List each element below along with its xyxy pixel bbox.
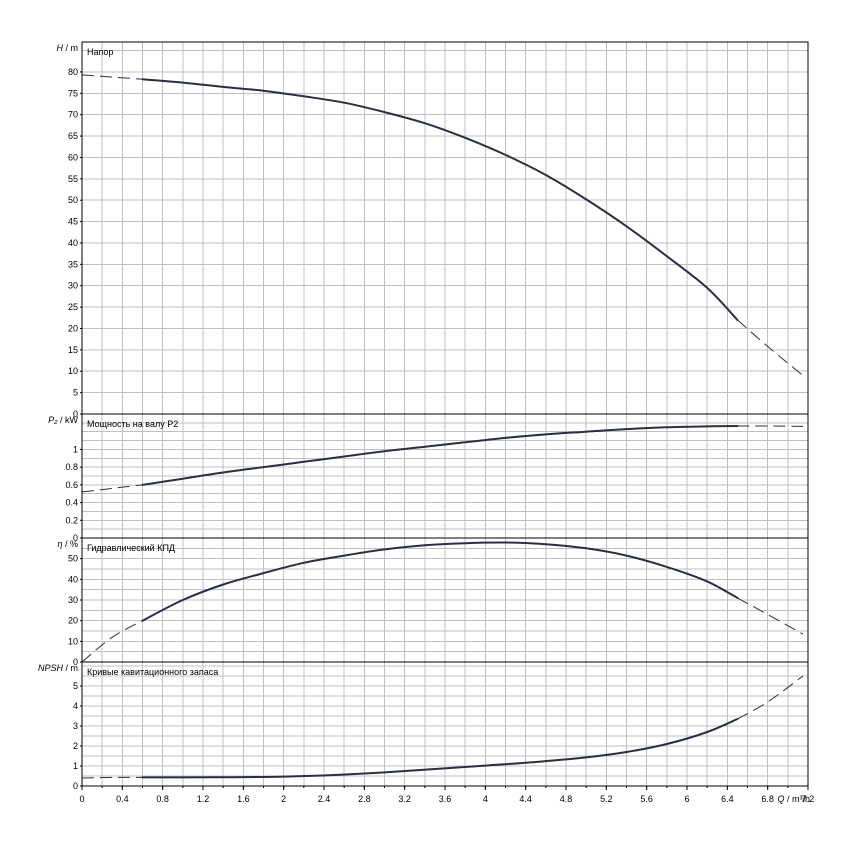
npsh-y-tick-label: 3 (73, 721, 78, 731)
head-curve-dashed-start (81, 74, 143, 80)
head-y-tick-label: 40 (68, 238, 78, 248)
curve-layer (81, 74, 804, 779)
npsh-curve-dashed-start (81, 776, 143, 779)
power-y-tick-label: 0.8 (65, 462, 78, 472)
head-panel-title: Напор (87, 47, 113, 57)
power-y-axis-symbol: P₂ (48, 415, 58, 425)
power-y-tick-label: 0.4 (65, 498, 78, 508)
head-y-tick-label: 55 (68, 174, 78, 184)
head-y-tick-label: 5 (73, 388, 78, 398)
x-tick-label: 0.4 (116, 794, 129, 804)
head-y-tick-label: 45 (68, 217, 78, 227)
x-axis-label: Q / m³/h (777, 794, 810, 804)
x-tick-label: 0.8 (156, 794, 169, 804)
head-y-tick-label: 15 (68, 345, 78, 355)
x-tick-label: 0 (79, 794, 84, 804)
power-panel-title: Мощность на валу P2 (87, 419, 178, 429)
head-curve-dashed-end (737, 319, 804, 376)
power-y-tick-label: 1 (73, 444, 78, 454)
x-tick-label: 6.8 (761, 794, 774, 804)
power-curve-dashed-start (81, 484, 143, 493)
head-y-tick-label: 80 (68, 67, 78, 77)
efficiency-y-tick-label: 20 (68, 616, 78, 626)
head-y-tick-label: 35 (68, 259, 78, 269)
x-tick-label: 1.2 (197, 794, 210, 804)
npsh-y-tick-label: 2 (73, 741, 78, 751)
efficiency-curve-dashed-end (737, 597, 804, 635)
x-tick-label: 5.2 (600, 794, 613, 804)
efficiency-y-axis-label: η / % (57, 539, 78, 549)
x-tick-label: 3.2 (398, 794, 411, 804)
efficiency-y-tick-label: 0 (73, 657, 78, 667)
npsh-y-axis-symbol: NPSH (38, 663, 64, 673)
efficiency-y-axis-unit: / % (62, 539, 78, 549)
power-y-axis-label: P₂ / kW (48, 415, 78, 425)
frame-layer (80, 41, 809, 790)
x-tick-label: 2.8 (358, 794, 371, 804)
head-y-tick-label: 20 (68, 323, 78, 333)
head-curve-solid (141, 78, 739, 321)
head-y-tick-label: 10 (68, 366, 78, 376)
x-tick-label: 7.2 (802, 794, 815, 804)
efficiency-curve-solid (141, 541, 739, 622)
power-y-axis-unit: / kW (58, 415, 79, 425)
head-y-axis-unit: / m (63, 43, 78, 53)
npsh-y-axis-label: NPSH / m (38, 663, 78, 673)
efficiency-panel-title: Гидравлический КПД (87, 543, 175, 553)
head-y-tick-label: 0 (73, 409, 78, 419)
npsh-y-tick-label: 4 (73, 701, 78, 711)
head-y-tick-label: 30 (68, 281, 78, 291)
head-y-axis-symbol: H (57, 43, 64, 53)
x-tick-label: 2 (281, 794, 286, 804)
npsh-y-tick-label: 0 (73, 781, 78, 791)
efficiency-y-tick-label: 10 (68, 636, 78, 646)
efficiency-y-tick-label: 40 (68, 574, 78, 584)
x-tick-label: 4 (483, 794, 488, 804)
head-y-axis-label: H / m (57, 43, 79, 53)
x-tick-label: 5.6 (640, 794, 653, 804)
x-axis-unit: / m³/h (784, 794, 810, 804)
head-y-tick-label: 65 (68, 131, 78, 141)
efficiency-y-tick-label: 30 (68, 595, 78, 605)
head-y-tick-label: 25 (68, 302, 78, 312)
npsh-y-tick-label: 5 (73, 681, 78, 691)
npsh-panel-title: Кривые кавитационного запаса (87, 667, 218, 677)
efficiency-y-tick-label: 50 (68, 554, 78, 564)
power-curve-solid (141, 425, 739, 486)
x-tick-label: 3.6 (439, 794, 452, 804)
npsh-curve-solid (141, 718, 739, 779)
head-y-tick-label: 60 (68, 152, 78, 162)
efficiency-curve-dashed-start (81, 620, 143, 663)
x-tick-label: 4.4 (519, 794, 532, 804)
npsh-y-axis-unit: / m (63, 663, 78, 673)
power-y-tick-label: 0.2 (65, 515, 78, 525)
x-tick-label: 1.6 (237, 794, 250, 804)
power-y-tick-label: 0 (73, 533, 78, 543)
npsh-curve-dashed-end (737, 675, 804, 720)
x-tick-label: 6.4 (721, 794, 734, 804)
x-tick-label: 4.8 (560, 794, 573, 804)
head-y-tick-label: 75 (68, 88, 78, 98)
x-axis-symbol: Q (777, 794, 784, 804)
x-tick-label: 6 (684, 794, 689, 804)
x-tick-label: 2.4 (318, 794, 331, 804)
npsh-y-tick-label: 1 (73, 761, 78, 771)
head-y-tick-label: 50 (68, 195, 78, 205)
power-y-tick-label: 0.6 (65, 480, 78, 490)
head-y-tick-label: 70 (68, 110, 78, 120)
efficiency-y-axis-symbol: η (57, 539, 62, 549)
